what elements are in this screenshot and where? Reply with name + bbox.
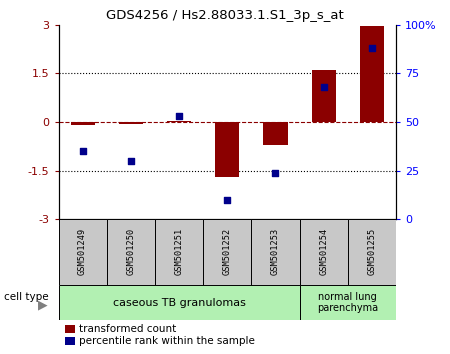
- Text: GSM501254: GSM501254: [319, 227, 328, 275]
- Bar: [58, 219, 107, 285]
- Bar: [71, 122, 94, 125]
- Point: [176, 113, 183, 119]
- Text: percentile rank within the sample: percentile rank within the sample: [79, 336, 255, 346]
- Text: transformed count: transformed count: [79, 324, 176, 334]
- Bar: [300, 219, 348, 285]
- Text: GSM501250: GSM501250: [126, 227, 135, 275]
- Point: [224, 197, 231, 203]
- Text: GDS4256 / Hs2.88033.1.S1_3p_s_at: GDS4256 / Hs2.88033.1.S1_3p_s_at: [106, 9, 344, 22]
- Bar: [263, 122, 288, 145]
- Text: GSM501249: GSM501249: [78, 227, 87, 275]
- Text: GSM501251: GSM501251: [175, 227, 184, 275]
- Text: caseous TB granulomas: caseous TB granulomas: [112, 298, 245, 308]
- Text: GSM501253: GSM501253: [271, 227, 280, 275]
- Point: [320, 84, 327, 90]
- Point: [368, 45, 375, 51]
- Point: [127, 158, 135, 164]
- Bar: [58, 285, 300, 320]
- Bar: [252, 219, 300, 285]
- Text: GSM501255: GSM501255: [367, 227, 376, 275]
- Bar: [311, 70, 336, 122]
- Bar: [203, 219, 252, 285]
- Point: [272, 170, 279, 176]
- Bar: [215, 122, 239, 177]
- Bar: [360, 27, 384, 122]
- Bar: [107, 219, 155, 285]
- Bar: [167, 120, 191, 122]
- Text: cell type: cell type: [4, 292, 49, 302]
- Bar: [348, 219, 396, 285]
- Text: GSM501252: GSM501252: [223, 227, 232, 275]
- Bar: [119, 122, 143, 124]
- Point: [79, 149, 86, 154]
- Text: normal lung
parenchyma: normal lung parenchyma: [317, 292, 378, 314]
- Bar: [155, 219, 203, 285]
- Text: ▶: ▶: [38, 298, 48, 311]
- Bar: [300, 285, 396, 320]
